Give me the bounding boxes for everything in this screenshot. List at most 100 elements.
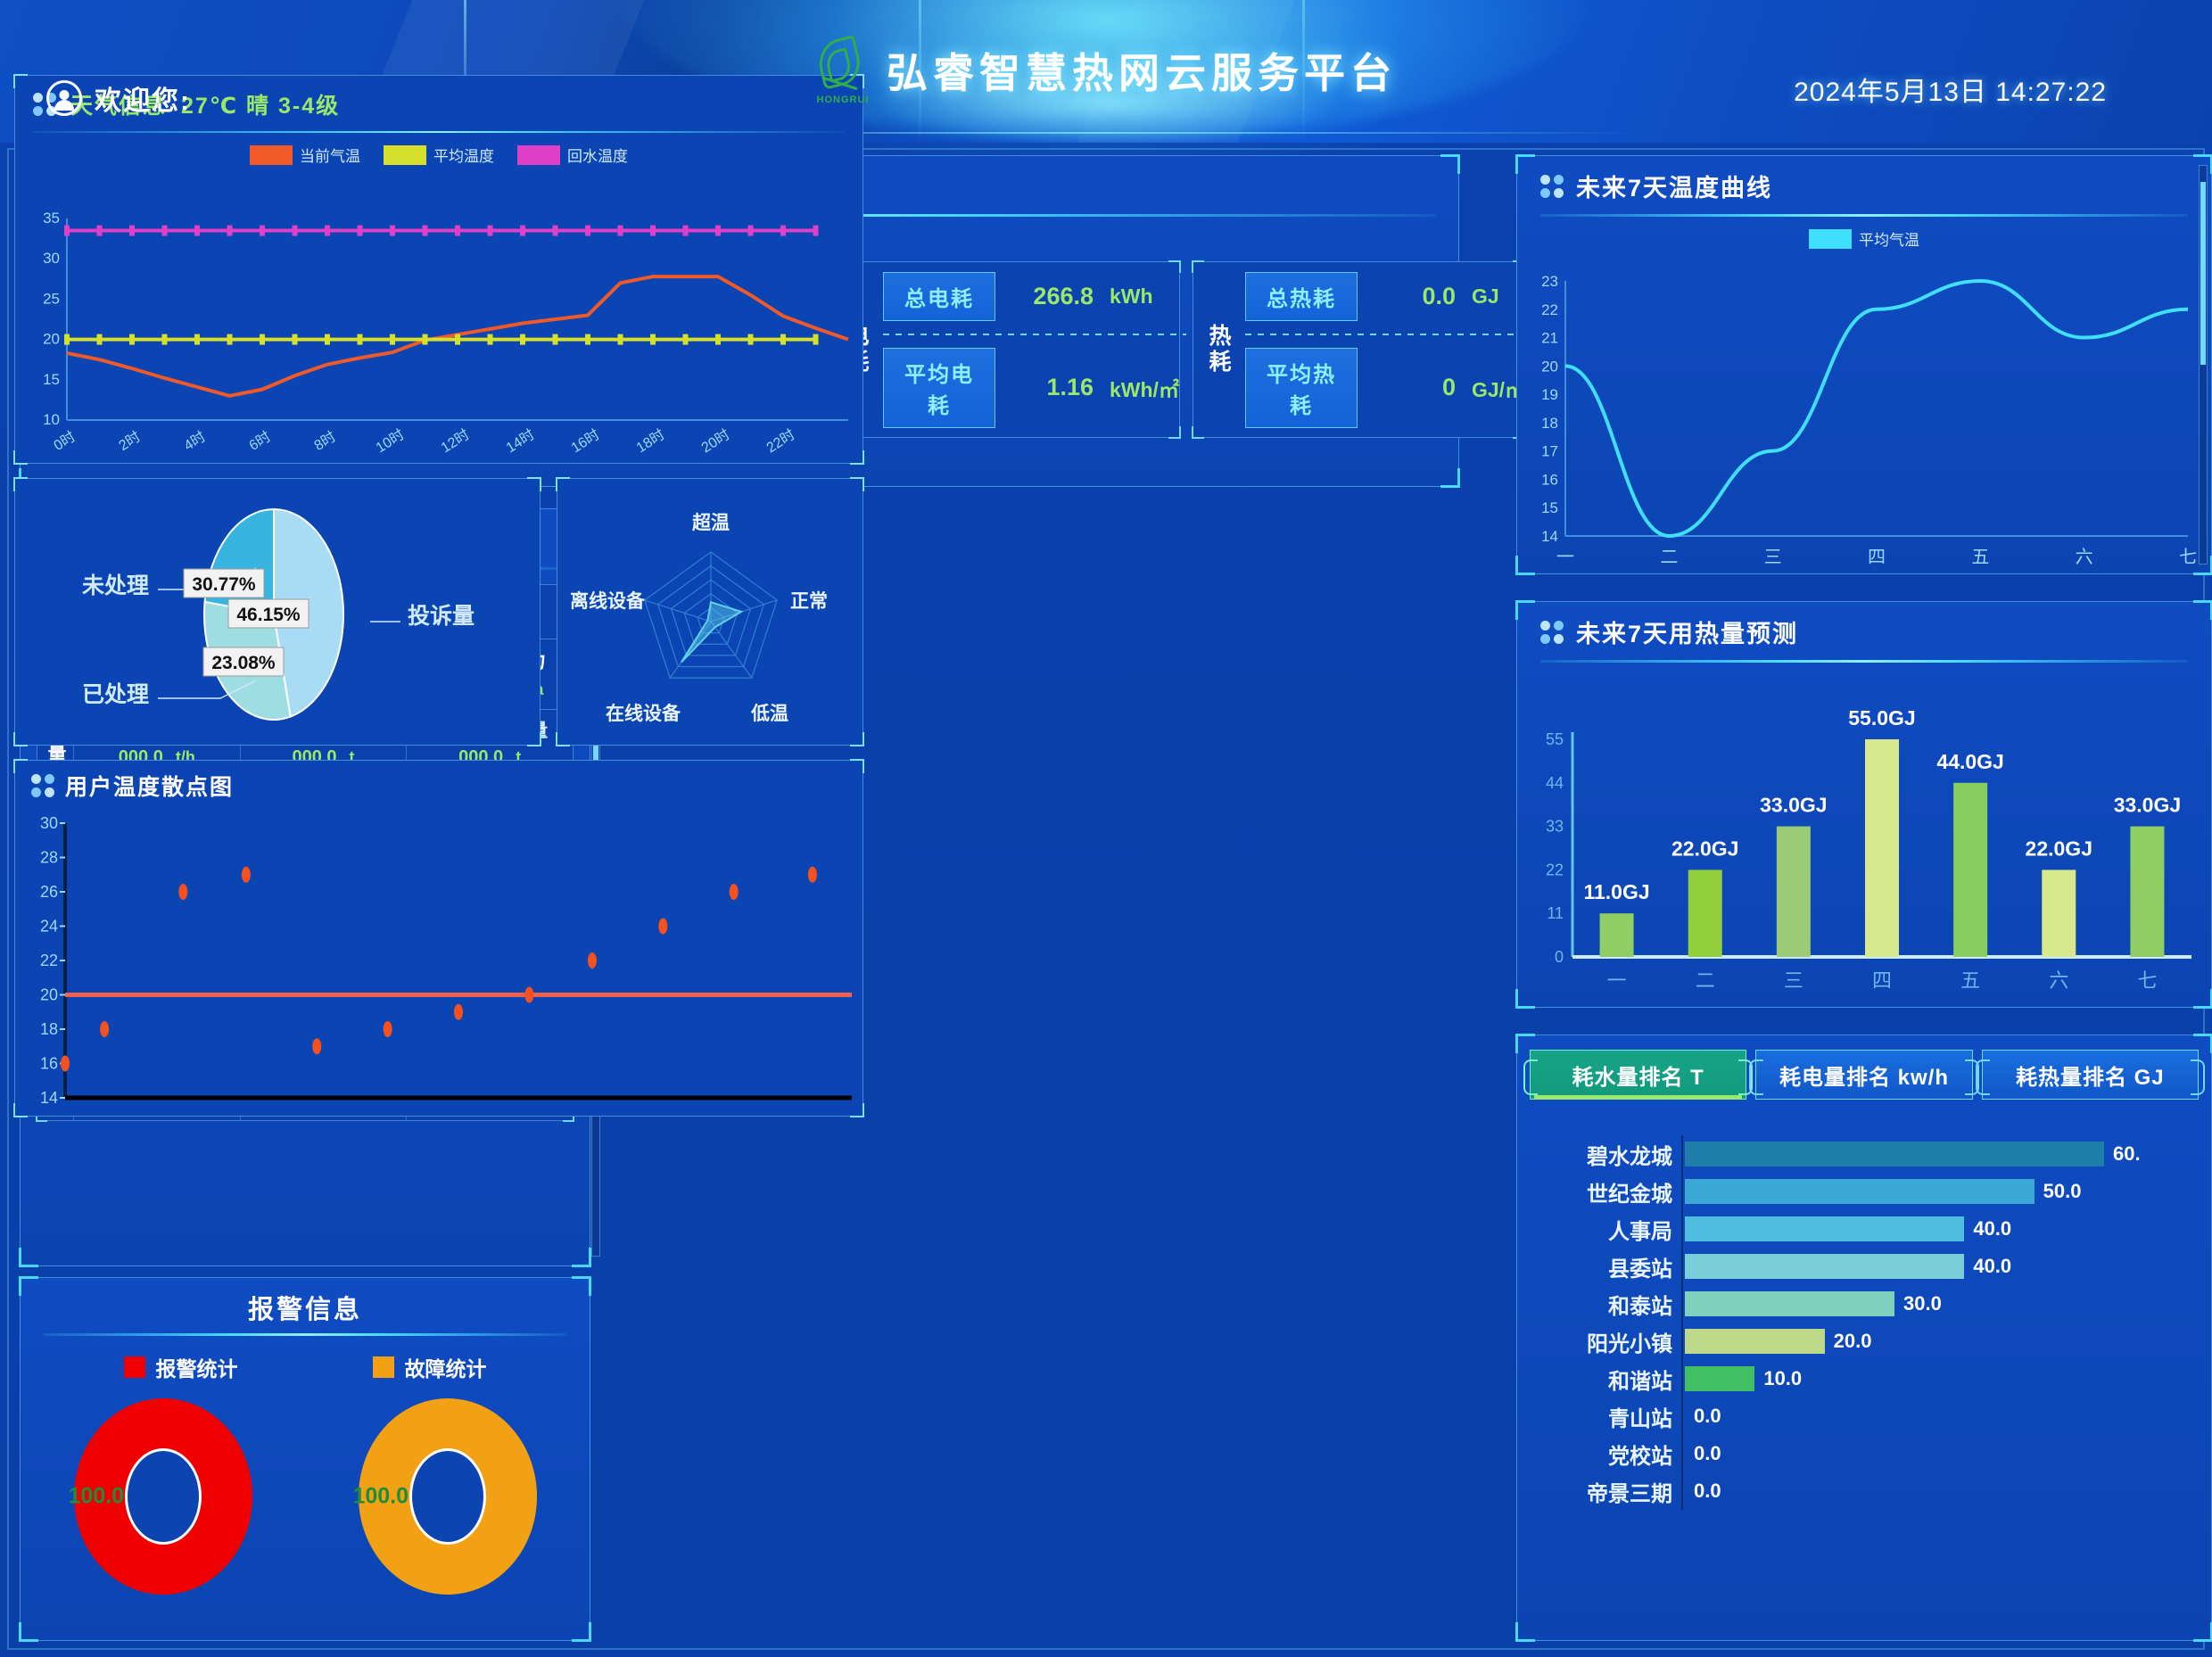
rank-bar-wrap: 20.0 <box>1681 1323 2190 1360</box>
rank-row-value: 20.0 <box>1833 1330 1872 1352</box>
elec-avg-row: 平均电耗 1.16 kWh/㎡ <box>883 347 1186 428</box>
rank-bar-wrap: 30.0 <box>1681 1285 2190 1323</box>
legend-swatch-icon <box>384 144 426 165</box>
ranking-tabs: 耗水量排名 T 耗电量排名 kw/h 耗热量排名 GJ <box>1517 1035 2211 1100</box>
temp7-scrollbar[interactable] <box>2199 165 2208 565</box>
logo-wordmark: HONGRUI <box>816 95 870 105</box>
svg-text:五: 五 <box>1971 548 1989 567</box>
rank-row[interactable]: 碧水龙城 60. <box>1539 1135 2190 1173</box>
weather-info-text: 27℃ 晴 3-4级 <box>181 94 341 119</box>
rank-row-name: 帝景三期 <box>1587 1481 1672 1506</box>
donut-alarm-value: 100.0 <box>68 1483 125 1509</box>
svg-text:六: 六 <box>2076 547 2093 567</box>
rank-row[interactable]: 县委站 40.0 <box>1539 1248 2190 1285</box>
elec-total-value: 266.8 <box>1033 282 1094 309</box>
svg-text:20: 20 <box>1541 358 1558 375</box>
svg-text:已处理: 已处理 <box>82 682 149 707</box>
rank-row[interactable]: 人事局 40.0 <box>1539 1210 2190 1248</box>
rank-row[interactable]: 和泰站 30.0 <box>1539 1285 2190 1323</box>
temp7-line-chart: 14 15 16 17 18 19 20 21 22 23 一 二 三 四 五 六 七 <box>1517 270 2212 575</box>
legend-item-当前气温: 当前气温 <box>250 144 360 166</box>
alarm-swatch-icon <box>123 1356 145 1378</box>
heat7-divider <box>1540 660 2188 663</box>
svg-text:低温: 低温 <box>750 703 788 724</box>
heat-group-label: 热耗 <box>1206 324 1231 375</box>
svg-text:17: 17 <box>1541 443 1558 460</box>
svg-text:15: 15 <box>1541 499 1558 516</box>
svg-text:28: 28 <box>40 849 58 867</box>
header-beam-2 <box>919 0 921 143</box>
rank-tab-1[interactable]: 耗电量排名 kw/h <box>1749 1050 1979 1100</box>
rank-row[interactable]: 党校站 0.0 <box>1539 1435 2190 1472</box>
svg-text:55: 55 <box>1546 730 1564 748</box>
svg-text:46.15%: 46.15% <box>236 605 301 625</box>
complaint-pie-chart: 未处理 投诉量 已处理 46.15% 30.77% 23.08% <box>15 479 540 745</box>
header-underline <box>571 132 1641 134</box>
heat-total-label: 总热耗 <box>1245 271 1358 321</box>
svg-text:16: 16 <box>1541 471 1558 488</box>
rank-row-name: 碧水龙城 <box>1587 1144 1672 1169</box>
rank-tab-label: 耗电量排名 kw/h <box>1779 1065 1949 1090</box>
metric-card-electricity: 电耗 总电耗 266.8 kWh 平均电耗 1.16 kWh/㎡ <box>830 260 1186 439</box>
svg-text:五: 五 <box>1960 969 1980 992</box>
temp7-legend: 平均气温 <box>1517 217 2211 250</box>
legend-swatch-icon <box>1809 228 1852 249</box>
rank-bar-wrap: 0.0 <box>1681 1435 2190 1472</box>
heat-avg-label: 平均热耗 <box>1245 347 1358 428</box>
rank-row-name: 县委站 <box>1608 1257 1672 1282</box>
elec-avg-label: 平均电耗 <box>883 347 995 428</box>
elec-total-unit: kWh <box>1110 284 1153 308</box>
svg-text:超温: 超温 <box>692 513 730 533</box>
svg-text:25: 25 <box>43 290 60 307</box>
complaint-pie-panel: 未处理 投诉量 已处理 46.15% 30.77% 23.08% <box>13 477 541 746</box>
rank-tab-label: 耗热量排名 GJ <box>2015 1065 2165 1090</box>
svg-text:21: 21 <box>1541 330 1558 347</box>
rank-row-name: 和泰站 <box>1608 1294 1672 1319</box>
weather-chart-panel: 天气信息 27℃ 晴 3-4级 当前气温 平均温度 回水温度 10 15 20 25 30 3… <box>13 74 864 465</box>
rank-tab-0[interactable]: 耗水量排名 T <box>1523 1050 1754 1100</box>
svg-text:33: 33 <box>1546 818 1564 836</box>
svg-text:22: 22 <box>1541 301 1558 318</box>
svg-text:24: 24 <box>40 918 58 936</box>
weather-chart-legend: 当前气温 平均温度 回水温度 <box>15 133 863 166</box>
device-radar-chart: 超温 正常 低温 在线设备 离线设备 <box>557 479 863 745</box>
heat-avg-value: 0 <box>1441 374 1456 400</box>
svg-text:19: 19 <box>1541 386 1558 403</box>
fault-swatch-icon <box>372 1356 394 1378</box>
device-radar-panel: 超温 正常 低温 在线设备 离线设备 <box>556 477 864 746</box>
svg-text:16: 16 <box>40 1055 58 1073</box>
svg-text:22: 22 <box>40 952 58 969</box>
svg-text:四: 四 <box>1868 548 1886 567</box>
legend-item-平均气温: 平均气温 <box>1809 227 1919 250</box>
svg-text:33.0GJ: 33.0GJ <box>1760 794 1827 817</box>
rank-row-value: 40.0 <box>1973 1217 2012 1240</box>
rank-row[interactable]: 阳光小镇 20.0 <box>1539 1323 2190 1360</box>
svg-text:18: 18 <box>40 1020 58 1038</box>
elec-total-row: 总电耗 266.8 kWh <box>883 271 1186 321</box>
rank-row[interactable]: 和谐站 10.0 <box>1539 1360 2190 1397</box>
rank-row-name: 青山站 <box>1608 1406 1672 1431</box>
rank-row[interactable]: 青山站 0.0 <box>1539 1397 2190 1435</box>
temp7-divider <box>1540 214 2188 217</box>
legend-item-平均温度: 平均温度 <box>384 144 494 166</box>
heat-total-unit: GJ <box>1472 284 1499 308</box>
legend-label: 平均温度 <box>433 148 494 165</box>
rank-bar-wrap: 0.0 <box>1681 1397 2190 1435</box>
svg-text:35: 35 <box>43 210 60 227</box>
svg-text:七: 七 <box>2137 969 2157 992</box>
rank-tab-label: 耗水量排名 T <box>1572 1065 1704 1090</box>
rank-row[interactable]: 世纪金城 50.0 <box>1539 1173 2190 1210</box>
elec-dash-separator <box>883 333 1186 335</box>
svg-text:七: 七 <box>2179 547 2197 567</box>
alarm-legend: 报警统计 故障统计 <box>21 1336 590 1382</box>
weather-divider <box>33 131 845 133</box>
svg-text:20: 20 <box>43 331 60 348</box>
four-dots-icon <box>1540 620 1564 644</box>
temp7-title-row: 未来7天温度曲线 <box>1517 156 2211 203</box>
svg-text:二: 二 <box>1696 969 1715 992</box>
svg-text:22: 22 <box>1546 861 1564 878</box>
rank-row[interactable]: 帝景三期 0.0 <box>1539 1472 2190 1510</box>
rank-tab-2[interactable]: 耗热量排名 GJ <box>1975 1050 2206 1100</box>
rank-row-name: 和谐站 <box>1608 1369 1672 1394</box>
